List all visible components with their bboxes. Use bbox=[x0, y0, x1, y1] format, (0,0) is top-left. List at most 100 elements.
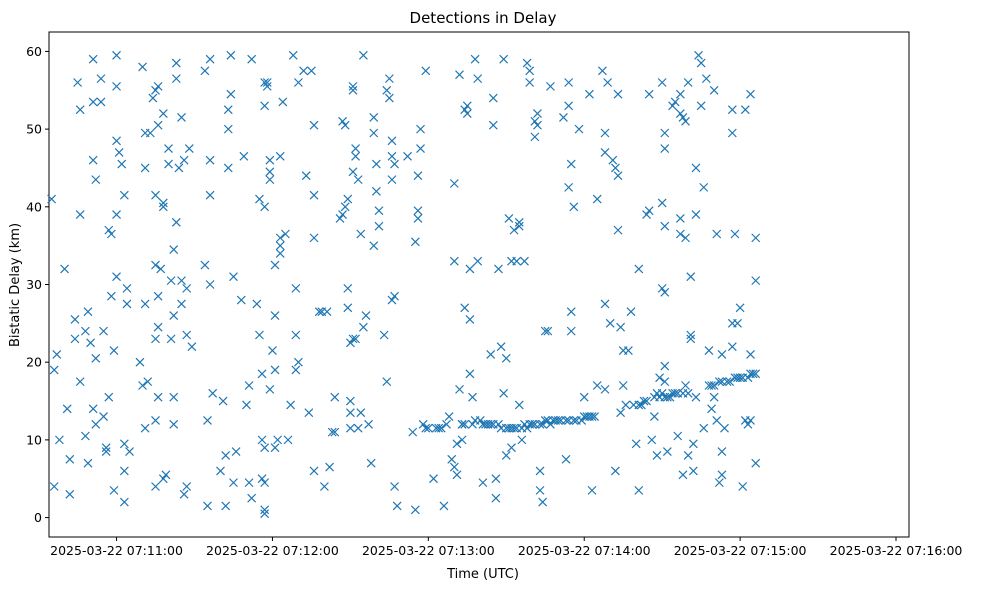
data-point bbox=[179, 489, 189, 499]
data-point bbox=[265, 167, 275, 177]
data-point bbox=[416, 124, 425, 134]
data-point bbox=[319, 482, 329, 491]
data-point bbox=[473, 256, 483, 266]
data-point bbox=[158, 198, 168, 208]
data-point bbox=[384, 74, 394, 84]
data-point bbox=[231, 447, 241, 456]
data-point bbox=[294, 78, 303, 87]
data-point bbox=[709, 392, 719, 402]
data-point bbox=[166, 334, 176, 344]
data-point bbox=[54, 435, 64, 445]
data-point bbox=[351, 334, 361, 344]
data-point bbox=[75, 210, 85, 220]
data-point bbox=[688, 466, 698, 476]
data-point bbox=[205, 54, 215, 64]
data-point bbox=[153, 322, 163, 332]
data-point bbox=[423, 423, 433, 433]
data-point bbox=[657, 388, 667, 398]
data-point bbox=[374, 221, 384, 231]
data-point bbox=[543, 326, 553, 336]
data-point bbox=[369, 113, 379, 122]
data-point bbox=[140, 423, 150, 433]
data-point bbox=[330, 427, 340, 437]
data-point bbox=[314, 307, 324, 317]
data-point bbox=[657, 78, 667, 87]
data-point bbox=[119, 497, 129, 507]
data-point bbox=[533, 120, 542, 130]
data-point bbox=[449, 256, 459, 266]
data-point bbox=[569, 416, 579, 425]
data-point bbox=[636, 400, 646, 410]
data-point bbox=[561, 416, 571, 425]
data-point bbox=[306, 66, 316, 76]
data-point bbox=[106, 291, 116, 301]
y-tick-label: 40 bbox=[26, 199, 42, 214]
data-point bbox=[166, 276, 176, 286]
data-point bbox=[748, 369, 758, 379]
data-point bbox=[746, 89, 755, 99]
data-point bbox=[177, 113, 186, 122]
data-point bbox=[169, 419, 179, 429]
data-point bbox=[455, 70, 464, 80]
data-point bbox=[564, 101, 574, 111]
x-axis-label: Time (UTC) bbox=[446, 567, 519, 582]
x-tick-label: 2025-03-22 07:15:00 bbox=[674, 543, 807, 558]
data-point bbox=[525, 66, 535, 76]
data-point bbox=[80, 326, 90, 336]
data-point bbox=[255, 194, 264, 204]
data-point bbox=[725, 377, 735, 387]
data-point bbox=[509, 225, 519, 235]
data-point bbox=[390, 482, 399, 491]
data-point bbox=[179, 155, 189, 165]
data-point bbox=[634, 485, 644, 495]
data-point bbox=[631, 439, 641, 449]
data-point bbox=[717, 349, 727, 359]
data-point bbox=[522, 423, 532, 433]
data-point bbox=[691, 210, 701, 220]
data-point bbox=[675, 214, 685, 223]
data-point bbox=[91, 419, 101, 429]
data-point bbox=[309, 233, 319, 243]
data-point bbox=[119, 439, 129, 449]
data-point bbox=[662, 447, 672, 456]
data-point bbox=[501, 450, 511, 460]
data-point bbox=[501, 353, 511, 363]
data-point bbox=[494, 264, 503, 274]
data-point bbox=[613, 89, 623, 99]
data-point bbox=[112, 81, 121, 91]
data-point bbox=[278, 97, 288, 107]
data-point bbox=[657, 283, 667, 293]
data-point bbox=[366, 458, 376, 468]
data-point bbox=[525, 78, 535, 87]
data-point bbox=[681, 116, 690, 126]
data-point bbox=[169, 392, 179, 402]
data-point bbox=[164, 144, 173, 153]
data-point bbox=[540, 416, 550, 425]
data-point bbox=[257, 474, 267, 484]
data-point bbox=[683, 450, 693, 460]
data-point bbox=[600, 128, 610, 138]
data-point bbox=[356, 408, 366, 418]
data-point bbox=[499, 388, 509, 398]
data-point bbox=[447, 454, 457, 464]
data-point bbox=[96, 97, 106, 107]
x-axis-ticks: 2025-03-22 07:11:00 2025-03-22 07:12:00 20… bbox=[50, 537, 962, 558]
data-point bbox=[153, 392, 163, 402]
data-point bbox=[727, 342, 737, 352]
data-point bbox=[104, 225, 114, 235]
data-point bbox=[205, 190, 215, 200]
data-point bbox=[135, 357, 145, 367]
data-point bbox=[504, 214, 514, 223]
data-point bbox=[665, 392, 675, 402]
data-point bbox=[153, 291, 163, 301]
data-point bbox=[743, 373, 753, 383]
data-point bbox=[288, 50, 298, 60]
data-point bbox=[421, 423, 431, 433]
data-point bbox=[603, 78, 613, 87]
data-point bbox=[566, 326, 576, 336]
data-point bbox=[600, 299, 610, 309]
data-point bbox=[616, 322, 626, 332]
data-point bbox=[343, 303, 353, 313]
data-point bbox=[387, 295, 397, 305]
data-point bbox=[530, 132, 540, 142]
